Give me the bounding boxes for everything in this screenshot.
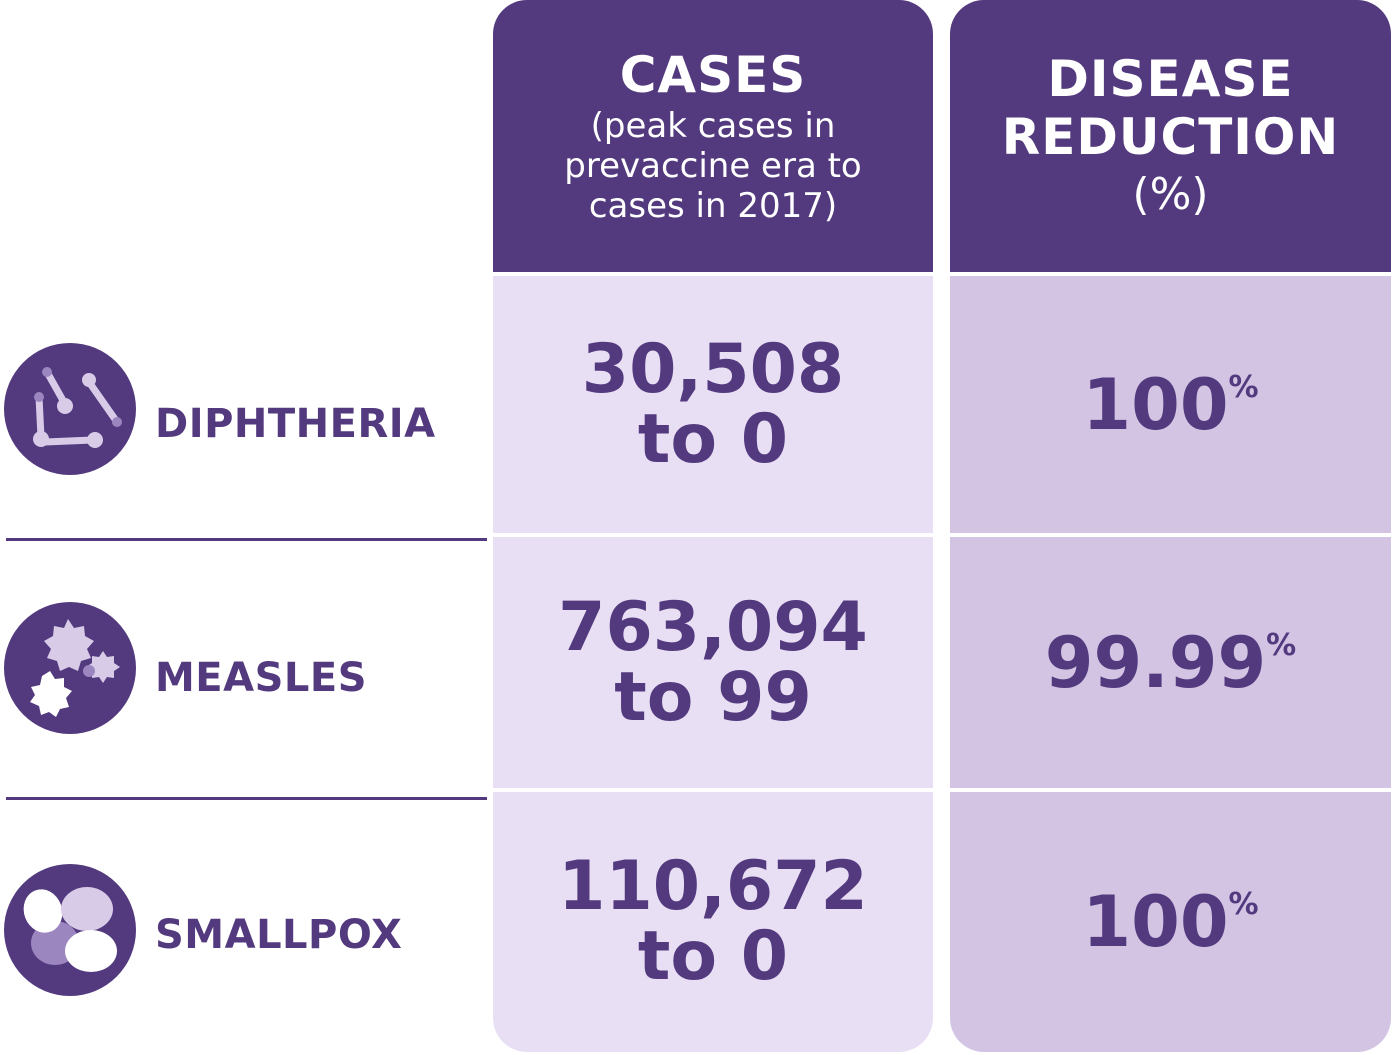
diphtheria-reduction: 100% <box>1082 365 1258 445</box>
cases-header: CASES (peak cases in prevaccine era to c… <box>493 0 933 272</box>
row-divider-2 <box>6 797 487 800</box>
diphtheria-peak-cases: 30,508 <box>581 329 845 409</box>
measles-reduction: 99.99% <box>1045 623 1296 703</box>
cases-column: CASES (peak cases in prevaccine era to c… <box>493 0 933 1052</box>
smallpox-virus-icon <box>4 864 136 996</box>
cases-header-subtitle: (peak cases in prevaccine era to cases i… <box>564 106 862 226</box>
reduction-header: DISEASE REDUCTION (%) <box>950 0 1391 272</box>
diphtheria-label: DIPHTHERIA <box>155 401 436 447</box>
smallpox-reduction-unit: % <box>1228 887 1259 922</box>
smallpox-label: SMALLPOX <box>155 912 403 958</box>
diphtheria-cases-cell: 30,508 to 0 <box>493 276 933 533</box>
smallpox-reduction-cell: 100% <box>950 792 1391 1052</box>
measles-label: MEASLES <box>155 655 368 701</box>
diphtheria-reduction-value: 100 <box>1082 363 1229 446</box>
diphtheria-cases-2017: to 0 <box>637 399 789 479</box>
smallpox-reduction-value: 100 <box>1082 881 1229 963</box>
smallpox-reduction: 100% <box>1082 882 1258 962</box>
row-divider-1 <box>6 538 487 541</box>
measles-reduction-cell: 99.99% <box>950 537 1391 788</box>
cases-header-title: CASES <box>619 46 807 104</box>
reduction-header-subtitle: (%) <box>1132 169 1209 220</box>
measles-reduction-unit: % <box>1266 627 1297 663</box>
reduction-column: DISEASE REDUCTION (%) 100% 99.99% 100% <box>950 0 1391 1052</box>
measles-virus-icon <box>4 602 136 734</box>
measles-cases-cell: 763,094 to 99 <box>493 537 933 788</box>
measles-peak-cases: 763,094 <box>558 587 868 667</box>
reduction-header-title: DISEASE REDUCTION <box>1001 50 1340 166</box>
measles-reduction-value: 99.99 <box>1044 621 1267 704</box>
measles-cases-2017: to 99 <box>614 657 812 737</box>
smallpox-peak-cases: 110,672 <box>558 847 868 926</box>
smallpox-cases-2017: to 0 <box>637 917 789 996</box>
diphtheria-bacteria-icon <box>4 343 136 475</box>
smallpox-cases-cell: 110,672 to 0 <box>493 792 933 1052</box>
diphtheria-reduction-cell: 100% <box>950 276 1391 533</box>
diphtheria-reduction-unit: % <box>1228 369 1259 405</box>
